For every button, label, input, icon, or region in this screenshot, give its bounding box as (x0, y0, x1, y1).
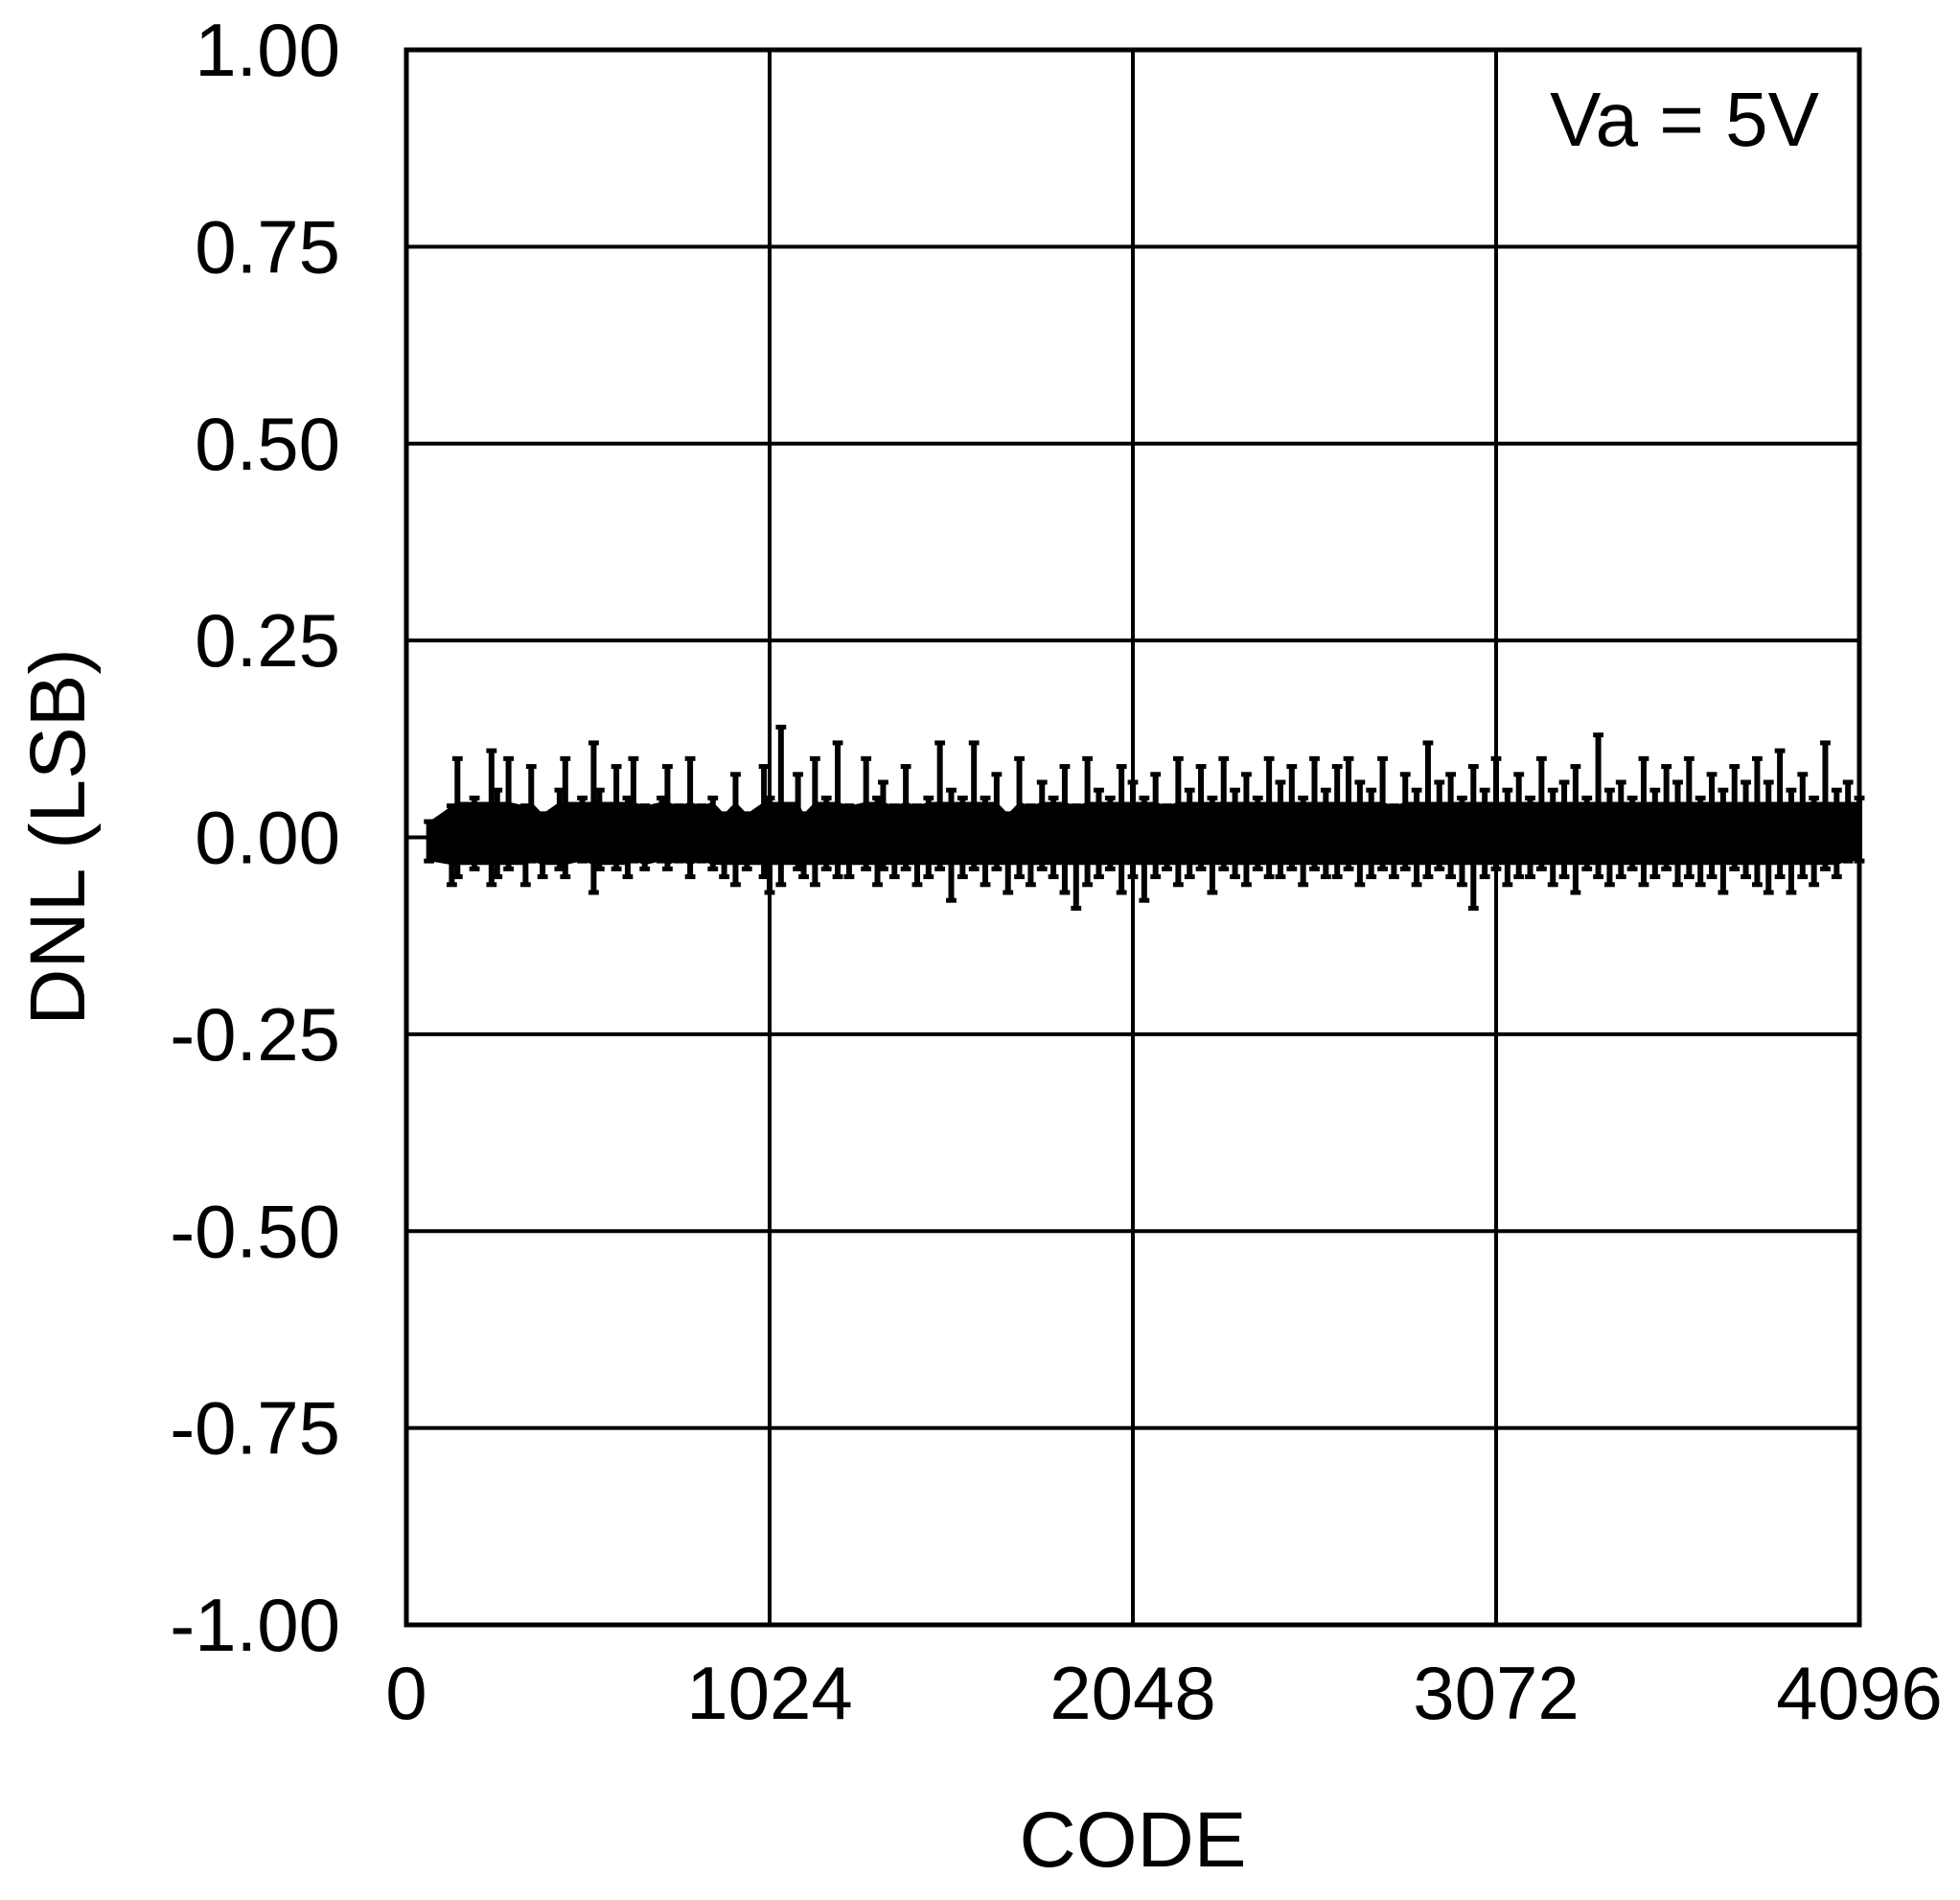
y-tick-label: 0.75 (195, 204, 340, 289)
data-layer (424, 724, 1865, 911)
y-tick-labels: 1.00 0.75 0.50 0.25 0.00 -0.25 -0.50 -0.75 -1.00 (170, 8, 340, 1667)
x-axis-title: CODE (1020, 1796, 1247, 1884)
y-tick-label: -0.50 (170, 1189, 340, 1273)
y-tick-label: 0.00 (195, 796, 340, 880)
dnl-noise-band (428, 801, 1859, 866)
y-axis-title: DNL (LSB) (14, 648, 102, 1025)
x-tick-label: 2048 (1049, 1651, 1216, 1735)
x-tick-label: 0 (385, 1651, 427, 1735)
x-tick-label: 3072 (1413, 1651, 1580, 1735)
x-tick-label: 4096 (1776, 1651, 1943, 1735)
x-tick-label: 1024 (686, 1651, 853, 1735)
y-tick-label: 0.50 (195, 402, 340, 486)
x-tick-labels: 0 1024 2048 3072 4096 (385, 1651, 1942, 1735)
y-tick-label: 1.00 (195, 8, 340, 92)
plot-frame (404, 47, 1862, 1628)
y-tick-label: -0.75 (170, 1386, 340, 1471)
dnl-series (424, 724, 1865, 911)
y-tick-label: -0.25 (170, 992, 340, 1077)
voltage-annotation: Va = 5V (1550, 77, 1820, 162)
y-tick-label: 0.25 (195, 598, 340, 683)
y-tick-label: -1.00 (170, 1583, 340, 1667)
